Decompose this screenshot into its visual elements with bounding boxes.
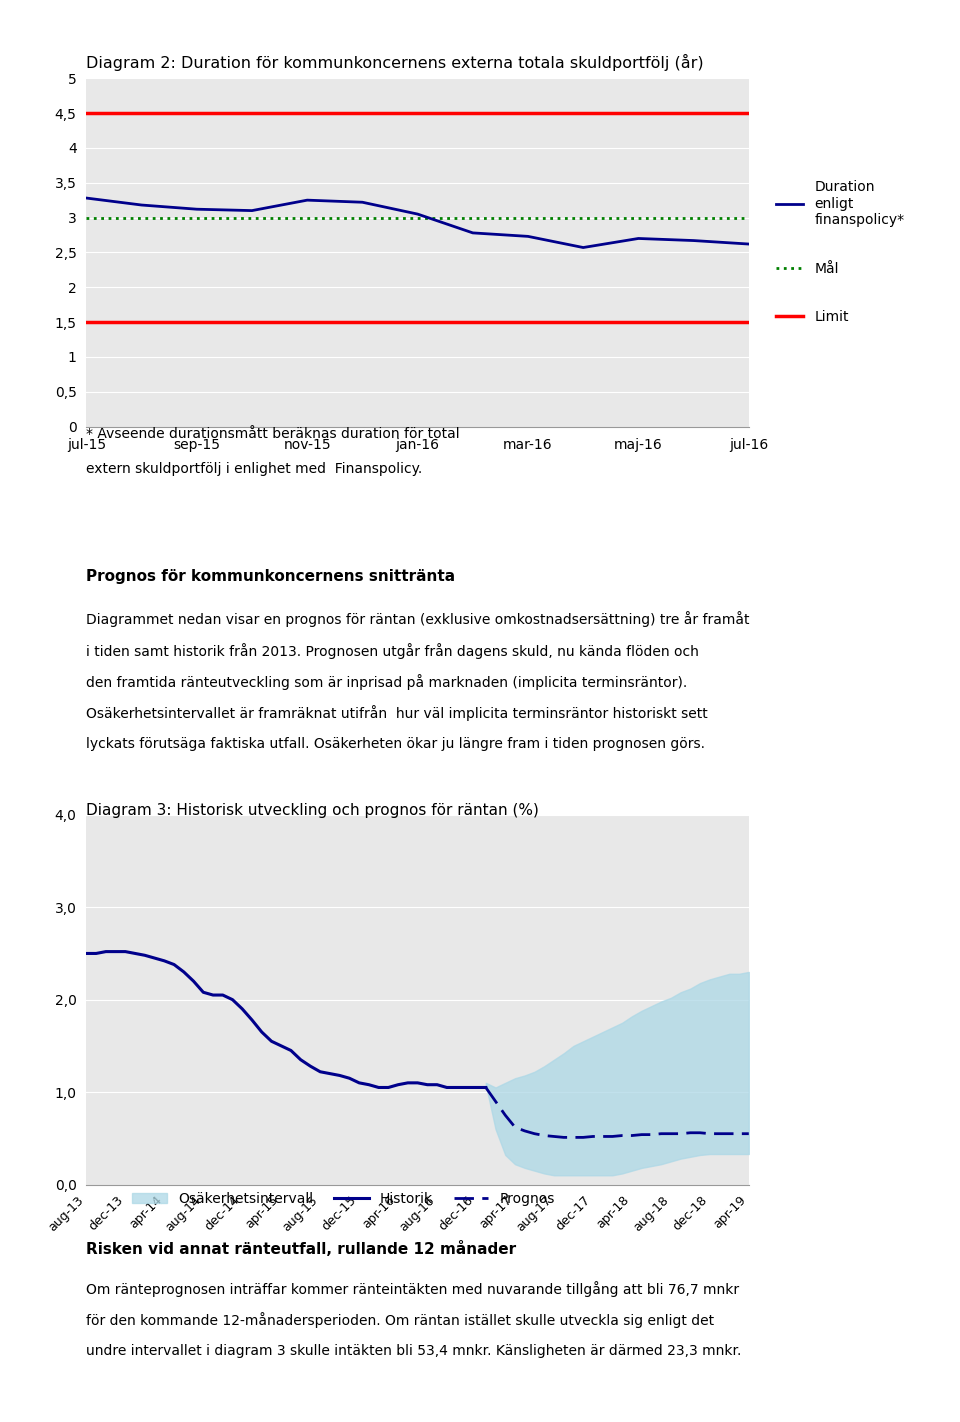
Text: den framtida ränteutveckling som är inprisad på marknaden (implicita terminsränt: den framtida ränteutveckling som är inpr… <box>86 674 687 690</box>
Text: för den kommande 12-månadersperioden. Om räntan istället skulle utveckla sig enl: för den kommande 12-månadersperioden. Om… <box>86 1313 714 1328</box>
Text: undre intervallet i diagram 3 skulle intäkten bli 53,4 mnkr. Känsligheten är där: undre intervallet i diagram 3 skulle int… <box>86 1344 742 1358</box>
Text: Om ränteprognosen inträffar kommer ränteintäkten med nuvarande tillgång att bli : Om ränteprognosen inträffar kommer ränte… <box>86 1281 739 1297</box>
Text: Risken vid annat ränteutfall, rullande 12 månader: Risken vid annat ränteutfall, rullande 1… <box>86 1241 516 1257</box>
Legend: Duration
enligt
finanspolicy*, Mål, Limit: Duration enligt finanspolicy*, Mål, Limi… <box>776 181 904 324</box>
Text: * Avseende durationsmått beräknas duration för total: * Avseende durationsmått beräknas durati… <box>86 427 460 441</box>
Text: Diagram 2: Duration för kommunkoncernens externa totala skuldportfölj (år): Diagram 2: Duration för kommunkoncernens… <box>86 54 704 71</box>
Text: extern skuldportfölj i enlighet med  Finanspolicy.: extern skuldportfölj i enlighet med Fina… <box>86 462 422 476</box>
Text: Osäkerhetsintervallet är framräknat utifrån  hur väl implicita terminsräntor his: Osäkerhetsintervallet är framräknat utif… <box>86 705 708 721</box>
Legend: Osäkerhetsintervall, Historik, Prognos: Osäkerhetsintervall, Historik, Prognos <box>127 1186 561 1212</box>
Text: Diagram 3: Historisk utveckling och prognos för räntan (%): Diagram 3: Historisk utveckling och prog… <box>86 803 540 819</box>
Text: Diagrammet nedan visar en prognos för räntan (exklusive omkostnadsersättning) tr: Diagrammet nedan visar en prognos för rä… <box>86 611 750 627</box>
Text: Prognos för kommunkoncernens snittränta: Prognos för kommunkoncernens snittränta <box>86 569 456 584</box>
Text: i tiden samt historik från 2013. Prognosen utgår från dagens skuld, nu kända flö: i tiden samt historik från 2013. Prognos… <box>86 643 699 658</box>
Text: lyckats förutsäga faktiska utfall. Osäkerheten ökar ju längre fram i tiden progn: lyckats förutsäga faktiska utfall. Osäke… <box>86 737 706 751</box>
